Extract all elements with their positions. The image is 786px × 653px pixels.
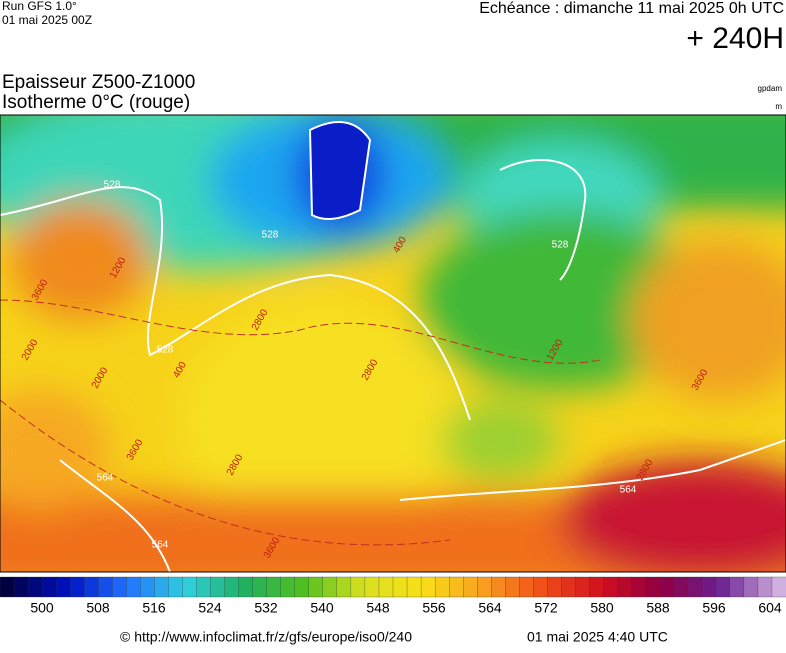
generated: 01 mai 2025 4:40 UTC xyxy=(527,629,668,645)
colorbar-swatch xyxy=(715,576,731,598)
colorbar-swatch xyxy=(196,576,212,598)
colorbar-swatch xyxy=(238,576,254,598)
colorbar-swatch xyxy=(729,576,745,598)
unit: gpdam xyxy=(758,84,783,93)
colorbar-swatch xyxy=(448,576,464,598)
colorbar-swatch xyxy=(364,576,380,598)
colorbar-label: 572 xyxy=(534,600,558,616)
run-label: Run GFS 1.0° xyxy=(2,0,77,13)
colorbar-label: 564 xyxy=(478,600,502,616)
colorbar-label: 580 xyxy=(590,600,614,616)
colorbar-label: 540 xyxy=(310,600,334,616)
colorbar-swatch xyxy=(98,576,113,598)
colorbar-swatch xyxy=(547,576,563,598)
colorbar-swatch xyxy=(224,576,240,598)
run-date: 01 mai 2025 00Z xyxy=(2,13,92,27)
colorbar-label: 516 xyxy=(142,600,166,616)
colorbar-swatch xyxy=(13,576,29,598)
colorbar-label: 604 xyxy=(758,600,782,616)
colorbar-swatch xyxy=(687,576,703,598)
colorbar-swatch xyxy=(673,576,689,598)
colorbar-swatch xyxy=(252,576,268,598)
colorbar-swatch xyxy=(266,576,282,598)
map: 5285285285285645645642800360020001200400… xyxy=(0,115,786,572)
colorbar-swatch xyxy=(378,576,394,598)
colorbar-swatch xyxy=(420,576,436,598)
colorbar-swatch xyxy=(294,576,310,598)
colorbar-swatch xyxy=(533,576,549,598)
colorbar-swatch xyxy=(154,576,170,598)
thickness-label: 564 xyxy=(620,485,637,496)
thickness-label: 564 xyxy=(97,473,114,484)
colorbar-swatch xyxy=(0,576,15,598)
colorbar-swatch xyxy=(210,576,226,598)
colorbar-swatch xyxy=(631,576,647,598)
thickness-label: 528 xyxy=(552,240,569,251)
colorbar-label: 548 xyxy=(366,600,390,616)
colorbar-swatch xyxy=(112,576,127,598)
colorbar-swatch xyxy=(392,576,408,598)
title-line: Epaisseur Z500-Z1000 xyxy=(2,72,195,93)
colorbar-swatch xyxy=(757,576,773,598)
colorbar-swatch xyxy=(434,576,450,598)
colorbar-swatch xyxy=(27,576,43,598)
colorbar-label: 508 xyxy=(86,600,110,616)
source: © http://www.infoclimat.fr/z/gfs/europe/… xyxy=(120,629,412,645)
colorbar-swatch xyxy=(575,576,591,598)
colorbar-label: 532 xyxy=(254,600,278,616)
colorbar-swatch xyxy=(308,576,324,598)
colorbar-swatch xyxy=(505,576,520,598)
colorbar-swatch xyxy=(701,576,717,598)
colorbar-swatch xyxy=(182,576,198,598)
colorbar-swatch xyxy=(126,576,142,598)
colorbar-swatch xyxy=(589,576,605,598)
thickness-label: 564 xyxy=(152,540,169,551)
colorbar-swatch xyxy=(603,576,619,598)
colorbar-swatch xyxy=(771,576,786,598)
colorbar-swatch xyxy=(70,576,85,598)
echeance: Echéance : dimanche 11 mai 2025 0h UTC xyxy=(479,0,784,17)
unit: m xyxy=(775,102,782,111)
colorbar-swatch xyxy=(645,576,661,598)
colorbar-label: 524 xyxy=(198,600,222,616)
colorbar-swatch xyxy=(41,576,57,598)
colorbar-swatch xyxy=(463,576,478,598)
colorbar-swatch xyxy=(617,576,633,598)
colorbar-swatch xyxy=(406,576,422,598)
colorbar-swatch xyxy=(322,576,338,598)
thickness-label: 528 xyxy=(104,180,121,191)
colorbar-swatch xyxy=(280,576,296,598)
lead-time: + 240H xyxy=(686,22,784,55)
colorbar-label: 500 xyxy=(30,600,54,616)
colorbar-swatch xyxy=(168,576,184,598)
colorbar-swatch xyxy=(743,576,759,598)
colorbar-swatch xyxy=(477,576,492,598)
thickness-label: 528 xyxy=(262,230,279,241)
colorbar-swatch xyxy=(84,576,99,598)
thickness-label: 528 xyxy=(157,345,174,356)
colorbar-swatch xyxy=(55,576,71,598)
colorbar-label: 556 xyxy=(422,600,446,616)
colorbar-label: 596 xyxy=(702,600,726,616)
title-line: Isotherme 0°C (rouge) xyxy=(2,92,190,113)
colorbar-swatch xyxy=(491,576,506,598)
colorbar-swatch xyxy=(519,576,535,598)
colorbar-swatch xyxy=(336,576,352,598)
colorbar-swatch xyxy=(140,576,156,598)
colorbar-label: 588 xyxy=(646,600,670,616)
colorbar-swatch xyxy=(659,576,675,598)
colorbar-swatch xyxy=(561,576,577,598)
colorbar-swatch xyxy=(350,576,366,598)
